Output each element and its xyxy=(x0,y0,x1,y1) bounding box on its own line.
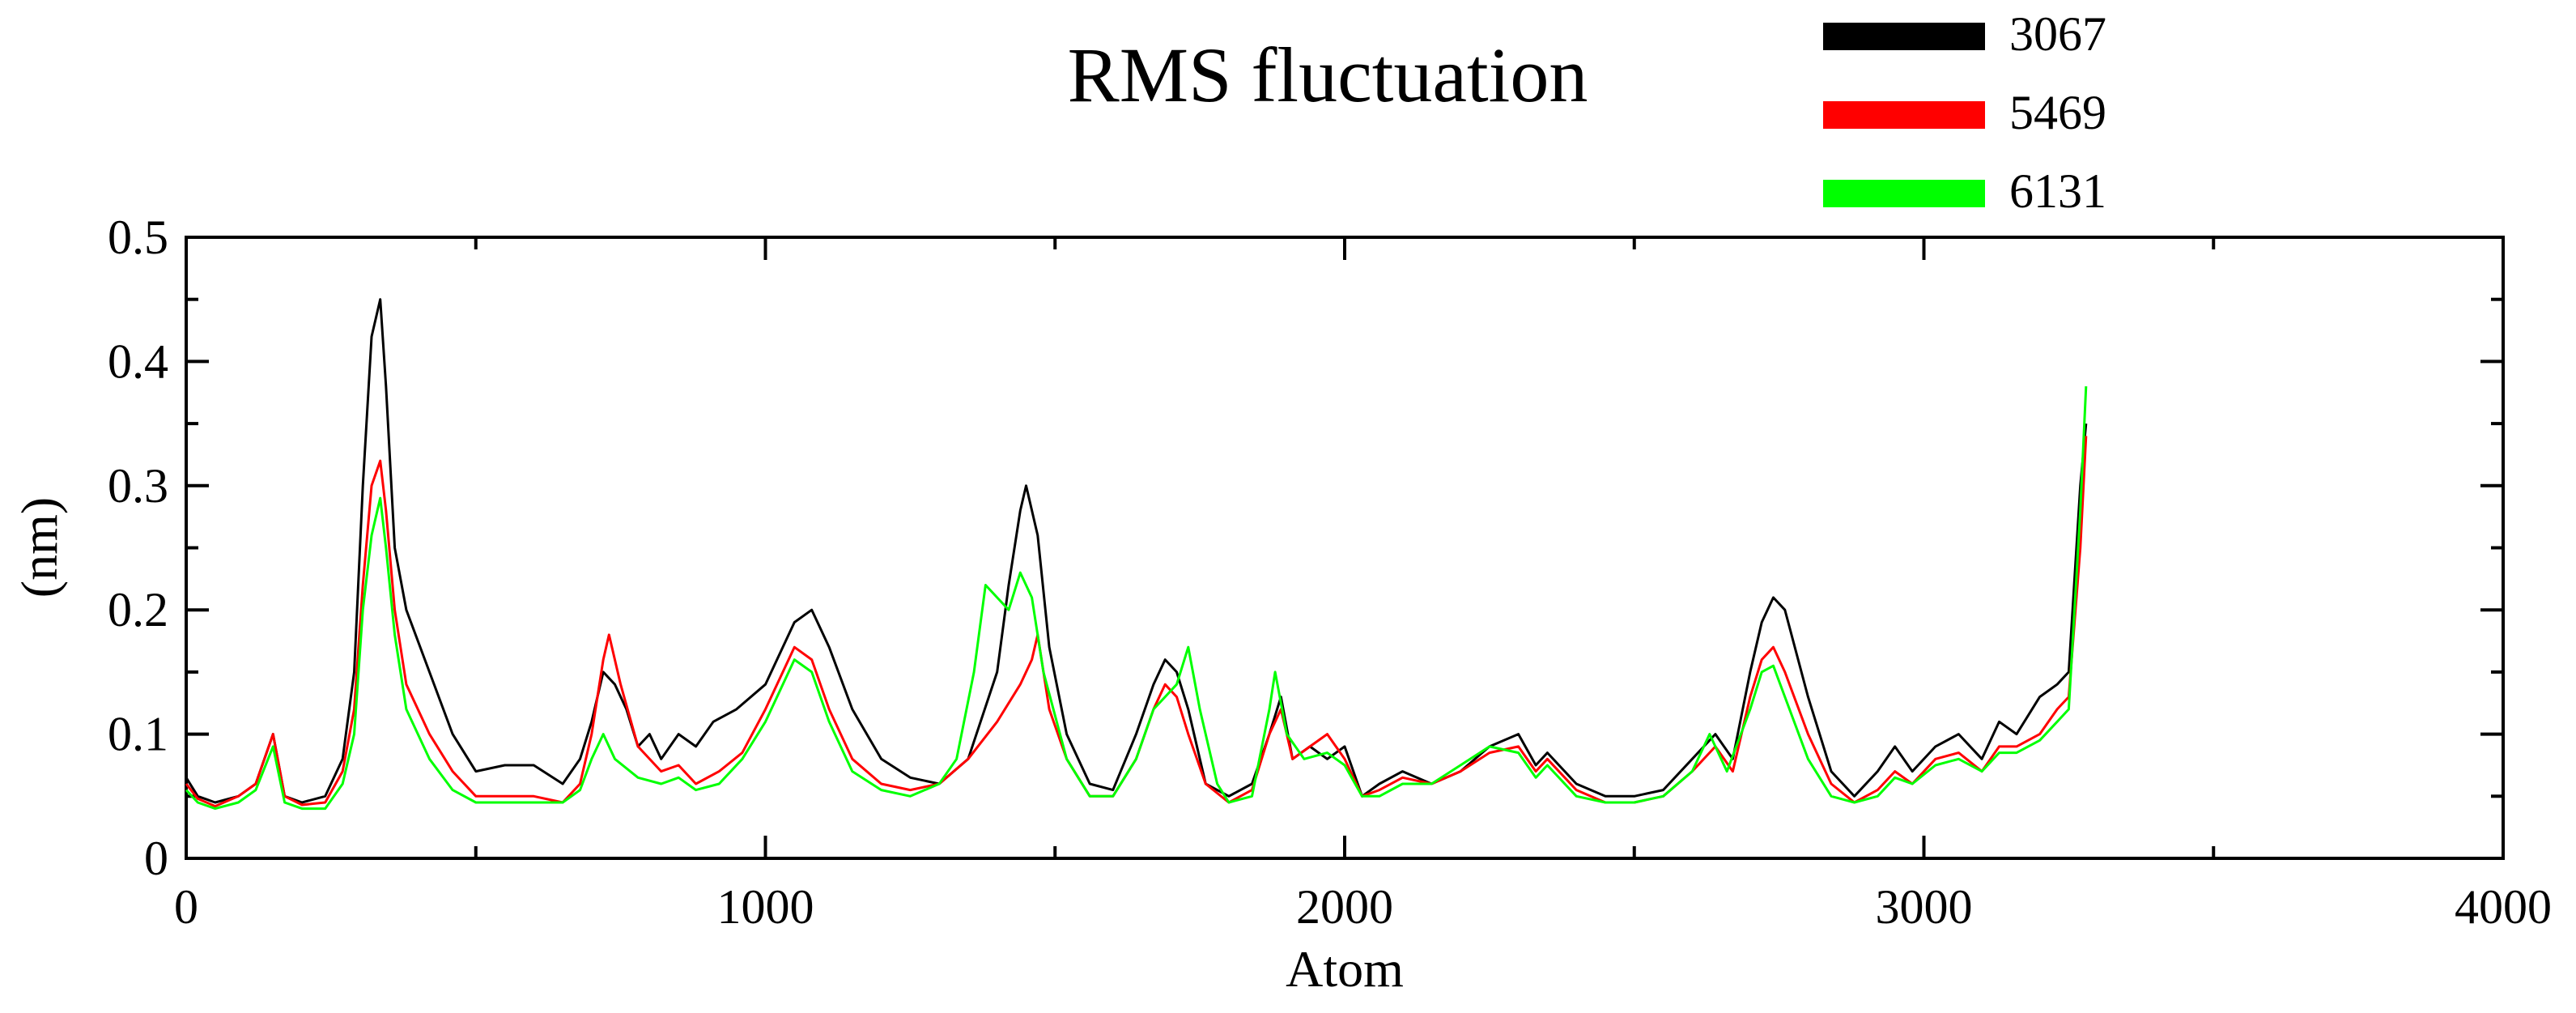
legend-swatch-6131 xyxy=(1823,180,1985,207)
legend-swatch-3067 xyxy=(1823,23,1985,50)
x-tick-label: 1000 xyxy=(717,880,814,934)
series-line-6131 xyxy=(185,386,2088,811)
y-axis: 0 0.1 0.2 0.3 0.4 0.5 xyxy=(108,211,2503,885)
legend-label: 3067 xyxy=(2009,7,2106,61)
y-tick-label: 0.2 xyxy=(108,583,168,636)
y-tick-label: 0.4 xyxy=(108,334,168,388)
x-tick-label: 2000 xyxy=(1296,880,1393,934)
chart-title: RMS fluctuation xyxy=(1068,32,1588,118)
y-tick-label: 0.5 xyxy=(108,211,168,264)
legend-swatch-5469 xyxy=(1823,101,1985,129)
y-tick-label: 0 xyxy=(144,832,168,885)
x-tick-label: 3000 xyxy=(1876,880,1973,934)
series-layer xyxy=(185,298,2088,811)
y-tick-label: 0.3 xyxy=(108,459,168,513)
y-tick-label: 0.1 xyxy=(108,708,168,761)
series-line-3067 xyxy=(185,298,2088,804)
legend: 3067 5469 6131 xyxy=(1823,7,2106,218)
x-tick-label: 4000 xyxy=(2455,880,2552,934)
y-axis-label: (nm) xyxy=(11,497,68,598)
x-axis: 0 1000 2000 3000 4000 xyxy=(174,237,2552,934)
series-line-5469 xyxy=(185,436,2088,808)
x-tick-label: 0 xyxy=(174,880,198,934)
x-axis-label: Atom xyxy=(1286,940,1404,998)
legend-label: 6131 xyxy=(2009,164,2106,218)
legend-label: 5469 xyxy=(2009,86,2106,139)
